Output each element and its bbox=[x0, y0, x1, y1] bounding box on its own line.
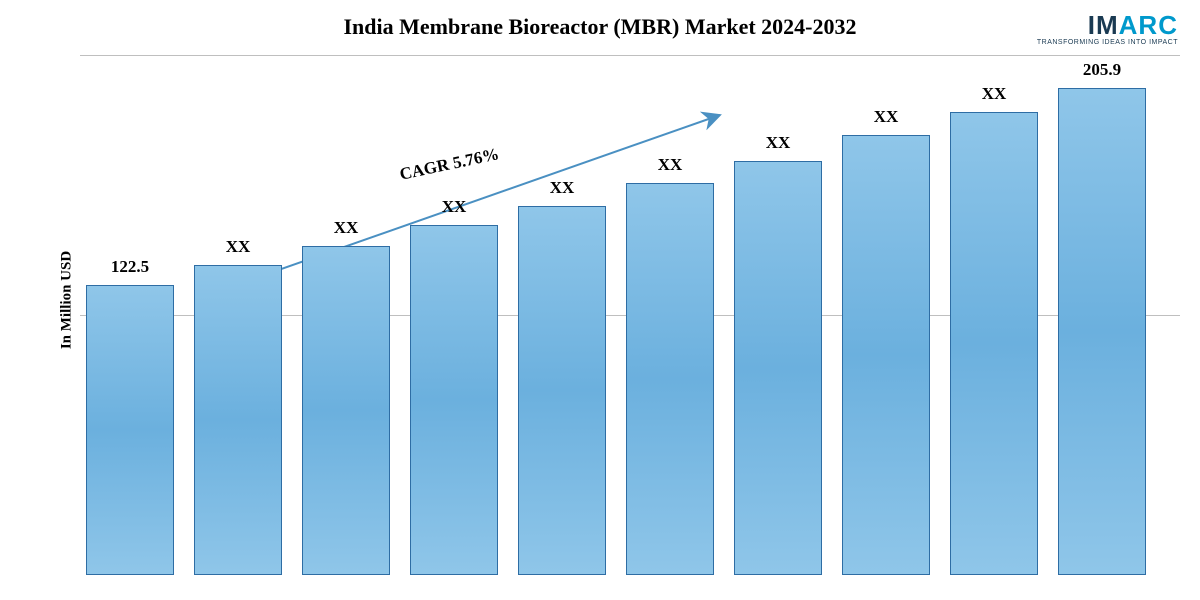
bar bbox=[842, 135, 930, 575]
bar-value-label: XX bbox=[658, 155, 683, 175]
bar-value-label: XX bbox=[766, 133, 791, 153]
bar-value-label: XX bbox=[442, 197, 467, 217]
bar bbox=[86, 285, 174, 575]
bar-value-label: XX bbox=[334, 218, 359, 238]
bar bbox=[194, 265, 282, 575]
bar bbox=[302, 246, 390, 575]
bar bbox=[626, 183, 714, 575]
brand-logo: IMARC TRANSFORMING IDEAS INTO IMPACT bbox=[1037, 10, 1178, 46]
logo-text: IMARC bbox=[1037, 10, 1178, 41]
bar bbox=[410, 225, 498, 575]
bar-value-label: XX bbox=[982, 84, 1007, 104]
bar bbox=[1058, 88, 1146, 575]
bar-value-label: XX bbox=[226, 237, 251, 257]
logo-dark-part: IM bbox=[1088, 10, 1119, 40]
bar bbox=[518, 206, 606, 575]
chart-plot-area: CAGR 5.76% 122.5XXXXXXXXXXXXXXXX205.9 bbox=[80, 55, 1180, 575]
gridline bbox=[80, 55, 1180, 56]
bar-value-label: XX bbox=[550, 178, 575, 198]
chart-title: India Membrane Bioreactor (MBR) Market 2… bbox=[0, 14, 1200, 40]
bar bbox=[734, 161, 822, 575]
bar-value-label: XX bbox=[874, 107, 899, 127]
logo-tagline: TRANSFORMING IDEAS INTO IMPACT bbox=[1037, 39, 1178, 46]
bar-value-label: 205.9 bbox=[1083, 60, 1121, 80]
bar-value-label: 122.5 bbox=[111, 257, 149, 277]
bar bbox=[950, 112, 1038, 575]
y-axis-label: In Million USD bbox=[59, 251, 76, 349]
logo-light-part: ARC bbox=[1119, 10, 1178, 40]
